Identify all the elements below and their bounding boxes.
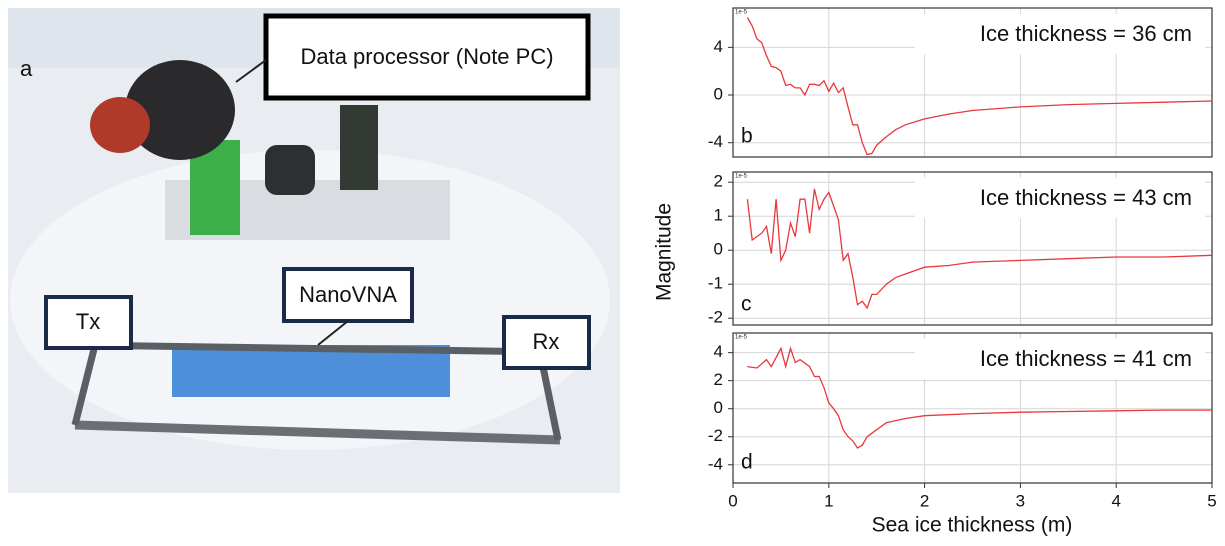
y-tick-label: -1 (708, 274, 723, 293)
pipe (71, 344, 99, 426)
pipe (79, 341, 556, 356)
annotation-bg (915, 339, 1205, 379)
panel-label: b (741, 125, 753, 148)
photo: a Data processor (Note PC) NanoVNA Tx Rx (8, 8, 620, 493)
y-tick-label: -2 (708, 308, 723, 327)
annotation: Ice thickness = 36 cm (980, 21, 1192, 46)
label: NanoVNA (299, 282, 397, 307)
panel-label: a (20, 56, 33, 81)
panel-label: d (741, 451, 753, 474)
label: Tx (76, 309, 100, 334)
y-axis-label: Magnitude (653, 203, 676, 301)
x-tick-label: 3 (1016, 491, 1025, 510)
x-tick-label: 5 (1207, 491, 1216, 510)
arrow (317, 320, 349, 346)
label: Rx (533, 329, 560, 354)
y-tick-label: -4 (708, 454, 723, 473)
label-box (44, 295, 133, 350)
y-tick-label: 0 (714, 398, 723, 417)
jacket (90, 97, 150, 153)
label-box (282, 267, 414, 323)
annotation-bg (915, 178, 1205, 218)
y-tick-label: 0 (714, 240, 723, 259)
label-box (502, 315, 591, 370)
y-tick-label: -2 (708, 426, 723, 445)
line (746, 17, 1213, 156)
x-tick-label: 4 (1111, 491, 1120, 510)
x-axis-label: Sea ice thickness (m) (872, 514, 1073, 537)
backpack (265, 145, 315, 195)
label: Data processor (Note PC) (300, 44, 553, 69)
plot-frame (732, 332, 1213, 484)
y-tick-label: 2 (714, 172, 723, 191)
pipe (74, 420, 561, 445)
y-tick-label: 0 (714, 85, 723, 104)
y-tick-label: 2 (714, 370, 723, 389)
arrow (235, 59, 267, 83)
x-tick-label: 0 (728, 491, 737, 510)
y-tick-label: 4 (714, 37, 723, 56)
y-tick-label: 4 (714, 342, 723, 361)
line (746, 188, 1213, 310)
plot-frame (732, 171, 1213, 326)
x-tick-label: 1 (824, 491, 833, 510)
line (747, 346, 1212, 449)
offset-label: 1e-5 (735, 174, 748, 180)
person (125, 60, 235, 160)
mat (172, 345, 450, 397)
panel-label: c (741, 293, 752, 316)
offset-label: 1e-5 (735, 10, 748, 16)
annotation: Ice thickness = 43 cm (980, 185, 1192, 210)
plot-frame (732, 7, 1213, 158)
chair (340, 105, 378, 190)
annotation: Ice thickness = 41 cm (980, 346, 1192, 371)
y-tick-label: 1 (714, 206, 723, 225)
x-tick-label: 2 (920, 491, 929, 510)
annotation-bg (915, 14, 1205, 54)
y-tick-label: -4 (708, 132, 723, 151)
offset-label: 1e-5 (735, 335, 748, 341)
label-box (263, 13, 591, 101)
